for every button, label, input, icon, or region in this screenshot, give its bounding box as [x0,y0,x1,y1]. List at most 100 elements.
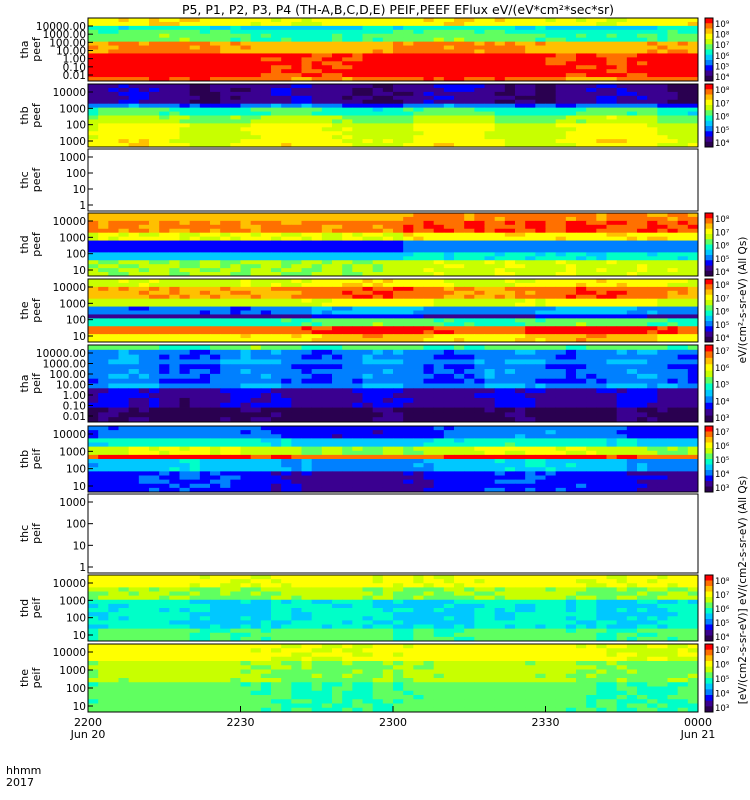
heatmap-cell [393,99,404,105]
heatmap-cell [88,373,99,380]
heatmap-cell [454,37,465,43]
colorbar-step [705,286,713,290]
heatmap-cell [118,272,130,277]
heatmap-cell [382,99,394,105]
heatmap-cell [586,282,597,288]
heatmap-cell [464,139,475,144]
heatmap-cell [382,135,394,140]
heatmap-cell [667,220,679,226]
heatmap-cell [576,286,587,292]
heatmap-cell [474,111,485,116]
colorbar-label: 10⁴ [715,268,730,278]
heatmap-cell [403,224,414,230]
heatmap-cell [515,123,526,128]
heatmap-cell [362,306,374,311]
heatmap-cell [586,248,597,253]
heatmap-cell [596,131,607,136]
heatmap-cell [565,268,577,273]
panel-frame [87,17,699,82]
heatmap-cell [464,111,475,116]
heatmap-cell [189,61,201,66]
heatmap-cell [301,286,313,292]
heatmap-cell [108,298,119,304]
heatmap-cell [626,77,638,82]
heatmap-cell [616,111,628,116]
heatmap-cell [464,57,475,62]
heatmap-cell [555,135,567,140]
heatmap-cell [494,131,506,136]
heatmap-cell [657,103,668,109]
heatmap-cell [179,318,191,323]
heatmap-cell [555,334,567,339]
heatmap-cell [230,268,241,273]
heatmap-cell [677,240,689,245]
heatmap-cell [433,393,445,399]
heatmap-cell [138,417,150,423]
heatmap-cell [149,213,160,218]
heatmap-cell [413,25,424,31]
heatmap-cell [484,77,496,82]
heatmap-cell [484,33,496,39]
heatmap-cell [677,393,689,399]
heatmap-cell [626,18,638,23]
heatmap-cell [210,272,221,277]
heatmap-cell [271,220,282,226]
heatmap-cell [464,33,475,39]
heatmap-cell [108,127,119,132]
heatmap-cell [657,302,668,307]
heatmap-cell [271,143,282,148]
heatmap-cell [443,256,455,261]
heatmap-cell [250,84,262,89]
heatmap-cell [525,240,536,245]
heatmap-cell [474,306,485,311]
heatmap-cell [647,103,658,109]
heatmap-cell [240,87,252,93]
heatmap-cell [342,213,353,218]
heatmap-cell [382,57,394,62]
heatmap-cell [108,216,119,222]
heatmap-cell [565,95,577,101]
heatmap-cell [454,143,465,148]
heatmap-cell [138,45,150,50]
heatmap-cell [321,224,333,230]
heatmap-cell [494,95,506,101]
heatmap-cell [596,290,607,296]
heatmap-cell [260,298,272,304]
heatmap-cell [423,322,435,327]
heatmap-cell [128,87,140,93]
colorbar-step [705,260,713,264]
heatmap-cell [311,33,323,39]
heatmap-cell [230,378,241,384]
heatmap-cell [555,65,567,70]
heatmap-cell [454,29,465,35]
heatmap-cell [504,37,516,43]
heatmap-cell [230,228,241,234]
heatmap-cell [576,131,587,136]
heatmap-cell [555,388,567,394]
heatmap-cell [271,322,282,327]
heatmap-cell [98,334,109,339]
heatmap-cell [423,84,435,89]
heatmap-cell [301,115,313,120]
heatmap-cell [189,290,201,296]
heatmap-cell [535,378,546,384]
heatmap-cell [443,37,455,43]
heatmap-cell [382,21,394,27]
heatmap-cell [464,45,475,50]
heatmap-cell [240,397,252,404]
heatmap-cell [494,334,506,339]
panel-probe-label: tha [18,40,31,58]
heatmap-cell [576,18,587,23]
heatmap-cell [179,248,191,253]
heatmap-cell [98,369,109,375]
heatmap-cell [240,213,252,218]
heatmap-cell [271,119,282,124]
heatmap-cell [637,65,648,70]
heatmap-cell [271,236,282,241]
heatmap-cell [596,256,607,261]
heatmap-cell [240,264,252,269]
heatmap-cell [149,131,160,136]
heatmap-cell [413,272,424,277]
heatmap-cell [189,123,201,128]
heatmap-cell [545,236,557,241]
